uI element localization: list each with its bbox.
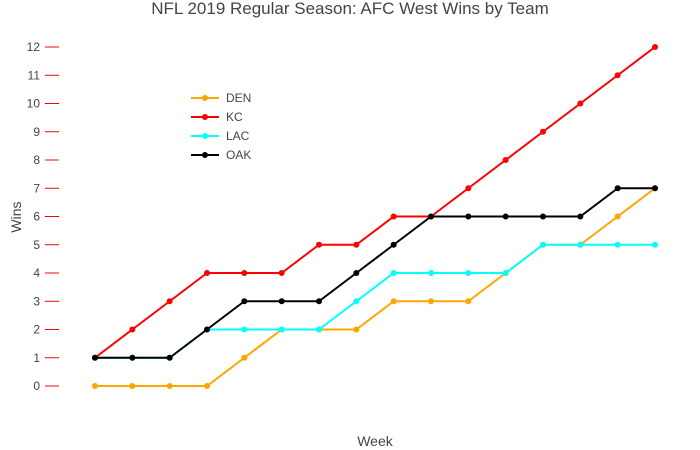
series-oak <box>92 185 658 361</box>
legend-swatch-marker <box>202 133 208 139</box>
data-point-lac <box>278 326 285 333</box>
x-axis-label: Week <box>357 433 394 449</box>
data-point-den <box>390 298 397 305</box>
data-point-lac <box>241 326 248 333</box>
y-tick-label: 1 <box>33 351 40 365</box>
y-tick-label: 3 <box>33 294 40 308</box>
data-point-kc <box>502 157 509 163</box>
data-point-den <box>465 298 472 305</box>
y-tick-label: 12 <box>27 40 41 54</box>
data-point-kc <box>465 185 472 192</box>
y-tick-label: 0 <box>33 379 40 393</box>
data-point-kc <box>316 241 322 248</box>
data-point-lac <box>502 270 509 276</box>
data-point-den <box>92 383 98 389</box>
legend-item-oak[interactable]: OAK <box>191 148 251 162</box>
data-point-lac <box>390 270 397 276</box>
data-point-lac <box>614 241 621 248</box>
legend-swatch-marker <box>202 95 208 101</box>
data-point-kc <box>540 128 546 135</box>
data-point-kc <box>278 270 285 276</box>
y-tick-label: 8 <box>33 153 40 167</box>
data-point-lac <box>428 270 434 276</box>
data-point-den <box>353 326 360 333</box>
legend-swatch-marker <box>202 114 208 120</box>
data-point-lac <box>577 241 584 248</box>
data-point-kc <box>353 241 360 248</box>
data-point-oak <box>390 241 397 248</box>
data-point-oak <box>204 326 210 333</box>
series-layer <box>92 44 658 389</box>
y-tick-label: 11 <box>28 68 41 82</box>
data-point-lac <box>316 326 322 333</box>
data-point-oak <box>353 270 360 276</box>
series-line-kc <box>94 46 656 359</box>
data-point-den <box>241 354 248 361</box>
data-point-oak <box>278 298 285 305</box>
data-point-oak <box>166 354 173 361</box>
data-point-den <box>166 383 173 389</box>
data-point-kc <box>129 326 136 333</box>
data-point-oak <box>316 298 322 305</box>
data-point-oak <box>241 298 248 305</box>
data-point-lac <box>353 298 360 305</box>
y-tick-label: 4 <box>33 266 40 280</box>
legend-label: LAC <box>226 129 250 143</box>
data-point-oak <box>540 213 546 220</box>
data-point-kc <box>652 44 658 50</box>
data-point-oak <box>652 185 658 192</box>
legend-label: OAK <box>226 148 251 162</box>
legend-item-lac[interactable]: LAC <box>191 129 250 143</box>
legend-label: DEN <box>226 91 251 105</box>
data-point-den <box>204 383 210 389</box>
y-tick-label: 6 <box>33 210 40 224</box>
data-point-oak <box>614 185 621 192</box>
data-point-kc <box>241 270 248 276</box>
data-point-oak <box>465 213 472 220</box>
legend-item-den[interactable]: DEN <box>191 91 251 105</box>
data-point-oak <box>502 213 509 220</box>
data-point-den <box>614 213 621 220</box>
data-point-den <box>428 298 434 305</box>
data-point-oak <box>577 213 584 220</box>
series-line-lac <box>95 243 655 359</box>
legend-item-kc[interactable]: KC <box>191 110 243 124</box>
data-point-kc <box>577 100 584 107</box>
y-axis-label: Wins <box>8 201 24 232</box>
legend-swatch-marker <box>202 152 208 158</box>
data-point-kc <box>390 213 397 220</box>
y-tick-label: 9 <box>33 125 40 139</box>
data-point-oak <box>129 354 136 361</box>
legend: DEN KC LAC OAK <box>191 91 251 162</box>
y-tick-label: 2 <box>33 323 40 337</box>
chart-title: NFL 2019 Regular Season: AFC West Wins b… <box>151 0 548 18</box>
series-line-oak <box>95 187 655 359</box>
data-point-kc <box>204 270 210 276</box>
data-point-den <box>129 383 136 389</box>
data-point-lac <box>540 241 546 248</box>
y-tick-label: 10 <box>27 97 41 111</box>
y-tick-label: 5 <box>33 238 40 252</box>
data-point-lac <box>652 241 658 248</box>
data-point-oak <box>428 213 434 220</box>
legend-label: KC <box>226 110 243 124</box>
y-tick-label: 7 <box>33 181 40 195</box>
data-point-kc <box>614 72 621 79</box>
data-point-kc <box>166 298 173 305</box>
data-point-oak <box>92 354 98 361</box>
series-kc <box>92 44 658 361</box>
data-point-lac <box>465 270 472 276</box>
